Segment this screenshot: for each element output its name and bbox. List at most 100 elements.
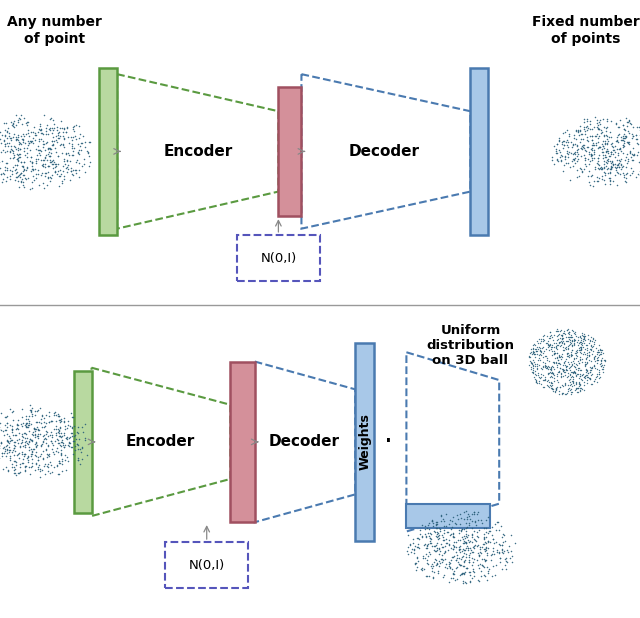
Point bbox=[567, 324, 577, 334]
Point bbox=[0, 464, 8, 474]
Point bbox=[49, 157, 59, 167]
Point bbox=[587, 150, 597, 160]
Point bbox=[56, 428, 67, 438]
Point bbox=[554, 338, 564, 348]
Point bbox=[449, 541, 459, 551]
Point bbox=[589, 360, 600, 370]
Point bbox=[48, 447, 58, 457]
Point bbox=[552, 352, 563, 362]
Point bbox=[22, 121, 32, 130]
Point bbox=[57, 148, 67, 158]
Point bbox=[554, 389, 564, 399]
Point bbox=[52, 447, 63, 457]
Point bbox=[0, 413, 3, 423]
Point bbox=[538, 352, 548, 362]
Point bbox=[614, 143, 625, 153]
Point bbox=[529, 347, 540, 357]
Point bbox=[616, 135, 627, 145]
Point bbox=[566, 387, 577, 397]
Point bbox=[561, 389, 571, 399]
Point bbox=[558, 328, 568, 338]
Point bbox=[24, 132, 34, 142]
Point bbox=[36, 410, 47, 420]
Point bbox=[6, 144, 16, 154]
Point bbox=[63, 132, 73, 142]
Point bbox=[567, 381, 577, 391]
Point bbox=[6, 117, 16, 127]
Point bbox=[586, 171, 596, 180]
Point bbox=[0, 148, 3, 158]
Point bbox=[565, 339, 575, 349]
Point bbox=[80, 142, 90, 152]
Point bbox=[41, 150, 51, 159]
Point bbox=[412, 562, 422, 572]
Point bbox=[0, 158, 4, 167]
Point bbox=[547, 361, 557, 371]
Point bbox=[467, 548, 477, 557]
Point bbox=[536, 365, 547, 375]
Point bbox=[623, 138, 634, 148]
Point bbox=[572, 331, 582, 341]
Point bbox=[469, 541, 479, 551]
Point bbox=[534, 350, 545, 360]
Point bbox=[44, 412, 54, 421]
Point bbox=[582, 368, 593, 378]
Point bbox=[552, 360, 563, 370]
Point bbox=[604, 174, 614, 184]
Point bbox=[42, 449, 52, 459]
Point bbox=[570, 359, 580, 369]
Point bbox=[72, 455, 83, 465]
Point bbox=[598, 163, 609, 173]
Point bbox=[56, 415, 66, 425]
Text: Decoder: Decoder bbox=[269, 434, 339, 449]
Point bbox=[538, 361, 548, 371]
Point bbox=[625, 118, 635, 128]
Point bbox=[31, 438, 42, 448]
Point bbox=[38, 161, 48, 171]
Point bbox=[557, 334, 568, 344]
Point bbox=[27, 158, 37, 168]
Point bbox=[54, 459, 65, 468]
Point bbox=[557, 387, 568, 397]
Point bbox=[58, 139, 68, 149]
Point bbox=[463, 550, 474, 560]
Bar bbox=[74, 371, 92, 513]
Point bbox=[595, 359, 605, 369]
Point bbox=[16, 176, 26, 186]
Point bbox=[530, 369, 540, 379]
Point bbox=[589, 176, 600, 186]
Point bbox=[571, 379, 581, 389]
Point bbox=[29, 444, 39, 454]
Point bbox=[36, 154, 46, 164]
Point bbox=[29, 423, 39, 433]
Point bbox=[51, 434, 61, 444]
Point bbox=[0, 443, 8, 453]
Point bbox=[2, 440, 12, 450]
Point bbox=[46, 427, 56, 437]
Point bbox=[540, 360, 550, 370]
Point bbox=[635, 170, 640, 180]
Point bbox=[578, 369, 588, 379]
Point bbox=[12, 172, 22, 182]
Point bbox=[595, 349, 605, 359]
Point bbox=[45, 145, 56, 154]
Point bbox=[596, 345, 606, 355]
Point bbox=[602, 134, 612, 144]
Point bbox=[536, 347, 547, 357]
Point bbox=[600, 161, 611, 171]
Point bbox=[620, 161, 630, 171]
Point bbox=[500, 554, 510, 564]
Point bbox=[588, 362, 598, 371]
Point bbox=[10, 468, 20, 478]
Point bbox=[607, 145, 618, 155]
Point bbox=[565, 374, 575, 384]
Point bbox=[40, 459, 50, 468]
Point bbox=[51, 161, 61, 171]
Point bbox=[67, 169, 77, 179]
Point bbox=[68, 132, 79, 142]
Bar bbox=[165, 542, 248, 588]
Point bbox=[566, 379, 576, 389]
Point bbox=[465, 536, 475, 546]
Point bbox=[441, 509, 451, 519]
Point bbox=[474, 551, 484, 561]
